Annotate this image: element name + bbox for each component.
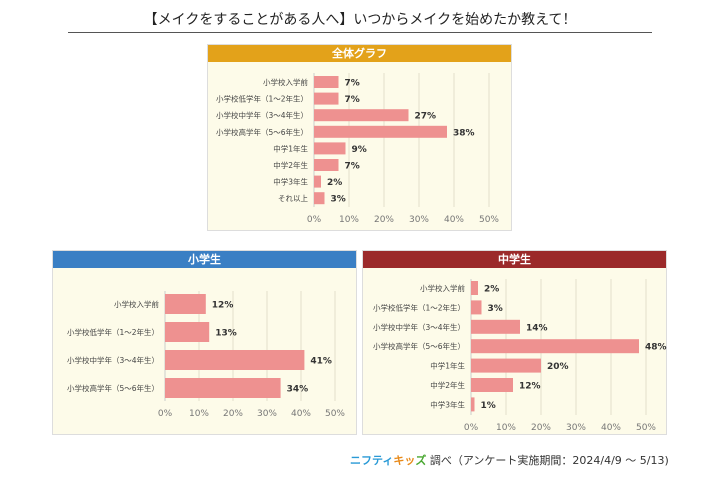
data-label: 27%	[415, 112, 437, 122]
bar	[165, 322, 210, 342]
bar	[314, 159, 339, 171]
bar	[471, 319, 520, 334]
data-label: 48%	[645, 343, 667, 353]
data-label: 3%	[488, 304, 503, 314]
bar	[165, 378, 281, 398]
bar	[165, 350, 305, 370]
x-tick-label: 50%	[479, 215, 499, 225]
x-tick-label: 30%	[409, 215, 429, 225]
bar	[471, 281, 478, 295]
x-tick-label: 40%	[444, 215, 464, 225]
category-label: 小学校中学年（3～4年生）	[373, 322, 465, 332]
bar-chart: 0% 10% 20% 30% 40% 50% 小学校入学前 7% 小学校低学年（1～2年生） 7%…	[216, 73, 499, 225]
category-label: 小学校低学年（1～2年生）	[67, 327, 159, 337]
elementary-chart-panel: 小学生 0% 10% 20% 30% 40% 50% 小学校入学前 12% 小学校低学年（1～2…	[52, 250, 357, 435]
x-tick-label: 10%	[189, 409, 209, 419]
data-label: 7%	[345, 79, 360, 89]
bar	[471, 358, 541, 373]
data-label: 38%	[453, 128, 475, 138]
bar	[314, 192, 325, 205]
bar-chart: 0% 10% 20% 30% 40% 50% 小学校入学前 2% 小学校低学年（1～2年生） 3%…	[373, 279, 667, 433]
category-label: 中学1年生	[273, 143, 308, 153]
data-label: 3%	[331, 195, 346, 205]
category-label: 小学校低学年（1～2年生）	[216, 94, 308, 104]
category-label: 小学校入学前	[420, 283, 465, 293]
category-label: 小学校高学年（5～6年生）	[216, 127, 308, 137]
data-label: 12%	[212, 301, 234, 311]
category-label: 中学2年生	[430, 380, 465, 390]
category-label: 小学校高学年（5～6年生）	[67, 383, 159, 393]
x-tick-label: 40%	[601, 423, 621, 433]
category-label: 小学校中学年（3～4年生）	[216, 110, 308, 120]
data-label: 41%	[310, 357, 332, 367]
data-label: 7%	[345, 162, 360, 172]
x-tick-label: 10%	[339, 215, 359, 225]
data-label: 9%	[352, 145, 367, 155]
title-divider	[68, 32, 652, 33]
junior-high-chart-panel: 中学生 0% 10% 20% 30% 40% 50% 小学校入学前 2% 小学校低学年（1～2年…	[362, 250, 667, 435]
category-label: 中学3年生	[430, 399, 465, 409]
category-label: それ以上	[278, 194, 308, 203]
data-label: 2%	[327, 178, 342, 188]
nifty-kids-logo: ニフティキッズ	[350, 454, 427, 467]
page-title: 【メイクをすることがある人へ】いつからメイクを始めたか教えて！	[143, 12, 577, 28]
bar	[165, 294, 206, 314]
bar	[314, 92, 339, 105]
x-tick-label: 50%	[636, 423, 656, 433]
x-tick-label: 0%	[307, 215, 322, 225]
data-label: 13%	[215, 329, 237, 339]
category-label: 小学校高学年（5～6年生）	[373, 341, 465, 351]
category-label: 中学2年生	[273, 160, 308, 170]
bar	[471, 339, 639, 354]
data-label: 1%	[481, 401, 496, 411]
category-label: 中学3年生	[273, 177, 308, 187]
category-label: 小学校低学年（1～2年生）	[373, 302, 465, 312]
bar	[471, 378, 513, 392]
category-label: 小学校入学前	[263, 77, 308, 87]
x-tick-label: 40%	[291, 409, 311, 419]
data-label: 7%	[345, 95, 360, 105]
overall-chart-title: 全体グラフ	[208, 45, 511, 62]
data-label: 20%	[547, 362, 569, 372]
bar	[314, 142, 346, 155]
category-label: 小学校中学年（3～4年生）	[67, 355, 159, 365]
overall-chart-panel: 全体グラフ 0% 10% 20% 30% 40% 50% 小学校入学前 7% 小学校低学年（1～…	[207, 44, 512, 231]
x-tick-label: 50%	[325, 409, 345, 419]
junior-high-chart-title: 中学生	[363, 251, 666, 268]
bar	[314, 175, 321, 188]
data-label: 14%	[526, 323, 548, 333]
bar-chart: 0% 10% 20% 30% 40% 50% 小学校入学前 12% 小学校低学年（1～2年生） 1…	[67, 291, 345, 419]
x-tick-label: 20%	[531, 423, 551, 433]
bar	[471, 300, 482, 315]
elementary-chart-title: 小学生	[53, 251, 356, 268]
x-tick-label: 20%	[374, 215, 394, 225]
category-label: 小学校入学前	[114, 299, 159, 309]
data-label: 34%	[287, 385, 309, 395]
bar	[314, 125, 447, 138]
source-note: ニフティキッズ 調べ（アンケート実施期間：2024/4/9 ～ 5/13)	[350, 452, 669, 468]
x-tick-label: 20%	[223, 409, 243, 419]
bar	[314, 76, 339, 88]
bar	[314, 109, 409, 122]
x-tick-label: 30%	[257, 409, 277, 419]
bar	[471, 397, 475, 412]
x-tick-label: 30%	[566, 423, 586, 433]
data-label: 12%	[519, 382, 541, 392]
category-label: 中学1年生	[430, 361, 465, 371]
data-label: 2%	[484, 285, 499, 295]
x-tick-label: 10%	[496, 423, 516, 433]
x-tick-label: 0%	[158, 409, 173, 419]
source-text: 調べ（アンケート実施期間：2024/4/9 ～ 5/13)	[429, 454, 669, 467]
x-tick-label: 0%	[464, 423, 479, 433]
